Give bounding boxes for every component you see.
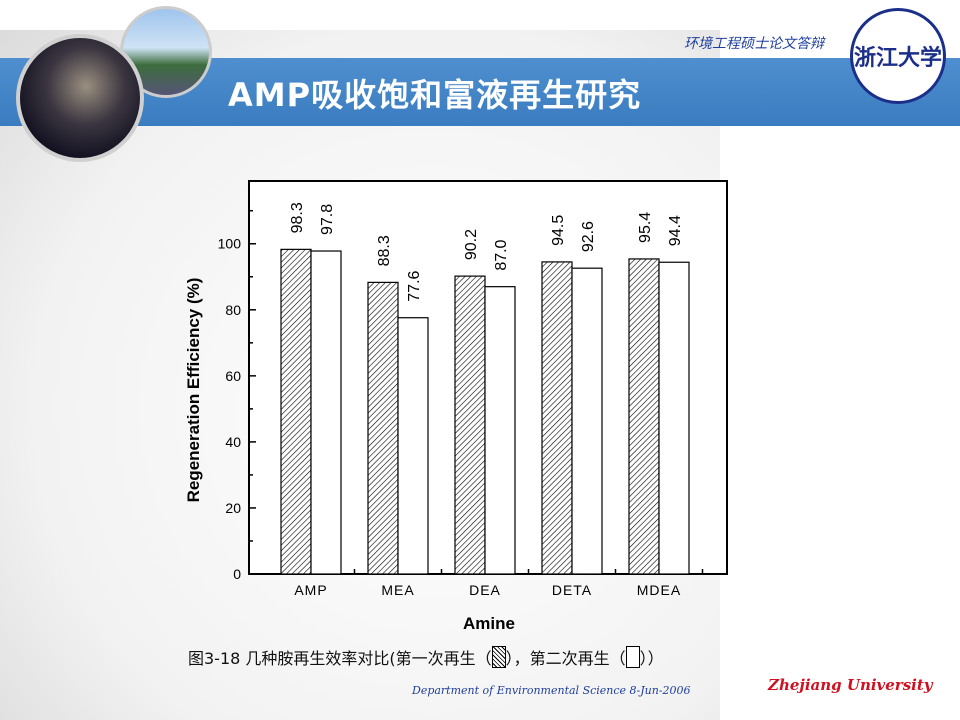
x-axis-label: Amine	[463, 614, 515, 633]
y-tick-label: 100	[218, 236, 242, 252]
bar-dea-hatched	[454, 275, 486, 575]
x-tick-label: DETA	[552, 582, 592, 598]
data-label: 77.6	[406, 270, 423, 301]
legend-hatched-swatch	[491, 646, 506, 668]
y-tick-label: 80	[225, 302, 241, 318]
slide-title: AMP吸收饱和富液再生研究	[228, 76, 642, 114]
figure-caption: 图3-18 几种胺再生效率对比(第一次再生（ ），第二次再生（ ））	[188, 645, 664, 669]
university-logo: 浙江大学	[850, 8, 946, 104]
data-label: 90.2	[463, 229, 480, 260]
bar-dea-open	[484, 286, 516, 575]
data-label: 98.3	[289, 202, 306, 233]
data-label: 87.0	[493, 239, 510, 270]
data-label: 97.8	[319, 204, 336, 235]
data-label: 95.4	[637, 212, 654, 243]
data-label: 94.5	[550, 215, 567, 246]
bar-amp-open	[310, 250, 342, 575]
y-tick-label: 40	[225, 434, 241, 450]
x-tick-label: DEA	[469, 582, 501, 598]
caption-middle: ），第二次再生（	[505, 649, 626, 668]
y-tick-label: 60	[225, 368, 241, 384]
data-label: 92.6	[580, 221, 597, 252]
x-tick-label: MDEA	[637, 582, 681, 598]
bar-mdea-open	[658, 261, 690, 575]
legend-open-swatch	[625, 646, 640, 668]
footer-university: Zhejiang University	[768, 676, 933, 694]
bar-mdea-hatched	[628, 258, 660, 575]
slide-subtitle: 环境工程硕士论文答辩	[684, 36, 824, 52]
x-tick-label: MEA	[381, 582, 414, 598]
campus-photo-night	[16, 34, 144, 162]
footer-department: Department of Environmental Science 8-Ju…	[412, 684, 691, 697]
y-tick-label: 20	[225, 500, 241, 516]
data-label: 94.4	[667, 215, 684, 246]
caption-suffix: ））	[639, 649, 664, 668]
bar-mea-hatched	[367, 281, 399, 575]
x-tick-label: AMP	[294, 582, 327, 598]
bar-deta-open	[571, 267, 603, 575]
bar-deta-hatched	[541, 261, 573, 575]
y-axis-label: Regeneration Efficiency (%)	[184, 278, 203, 503]
y-tick-label: 0	[233, 566, 241, 582]
data-label: 88.3	[376, 235, 393, 266]
bar-amp-hatched	[280, 248, 312, 575]
caption-prefix: 图3-18 几种胺再生效率对比(第一次再生（	[188, 649, 492, 668]
bar-mea-open	[397, 317, 429, 575]
bar-chart: 0 20 40 60 80 100 AMP 98.3 97.8 MEA 88.3 77.6 DEA 90.…	[184, 180, 728, 633]
